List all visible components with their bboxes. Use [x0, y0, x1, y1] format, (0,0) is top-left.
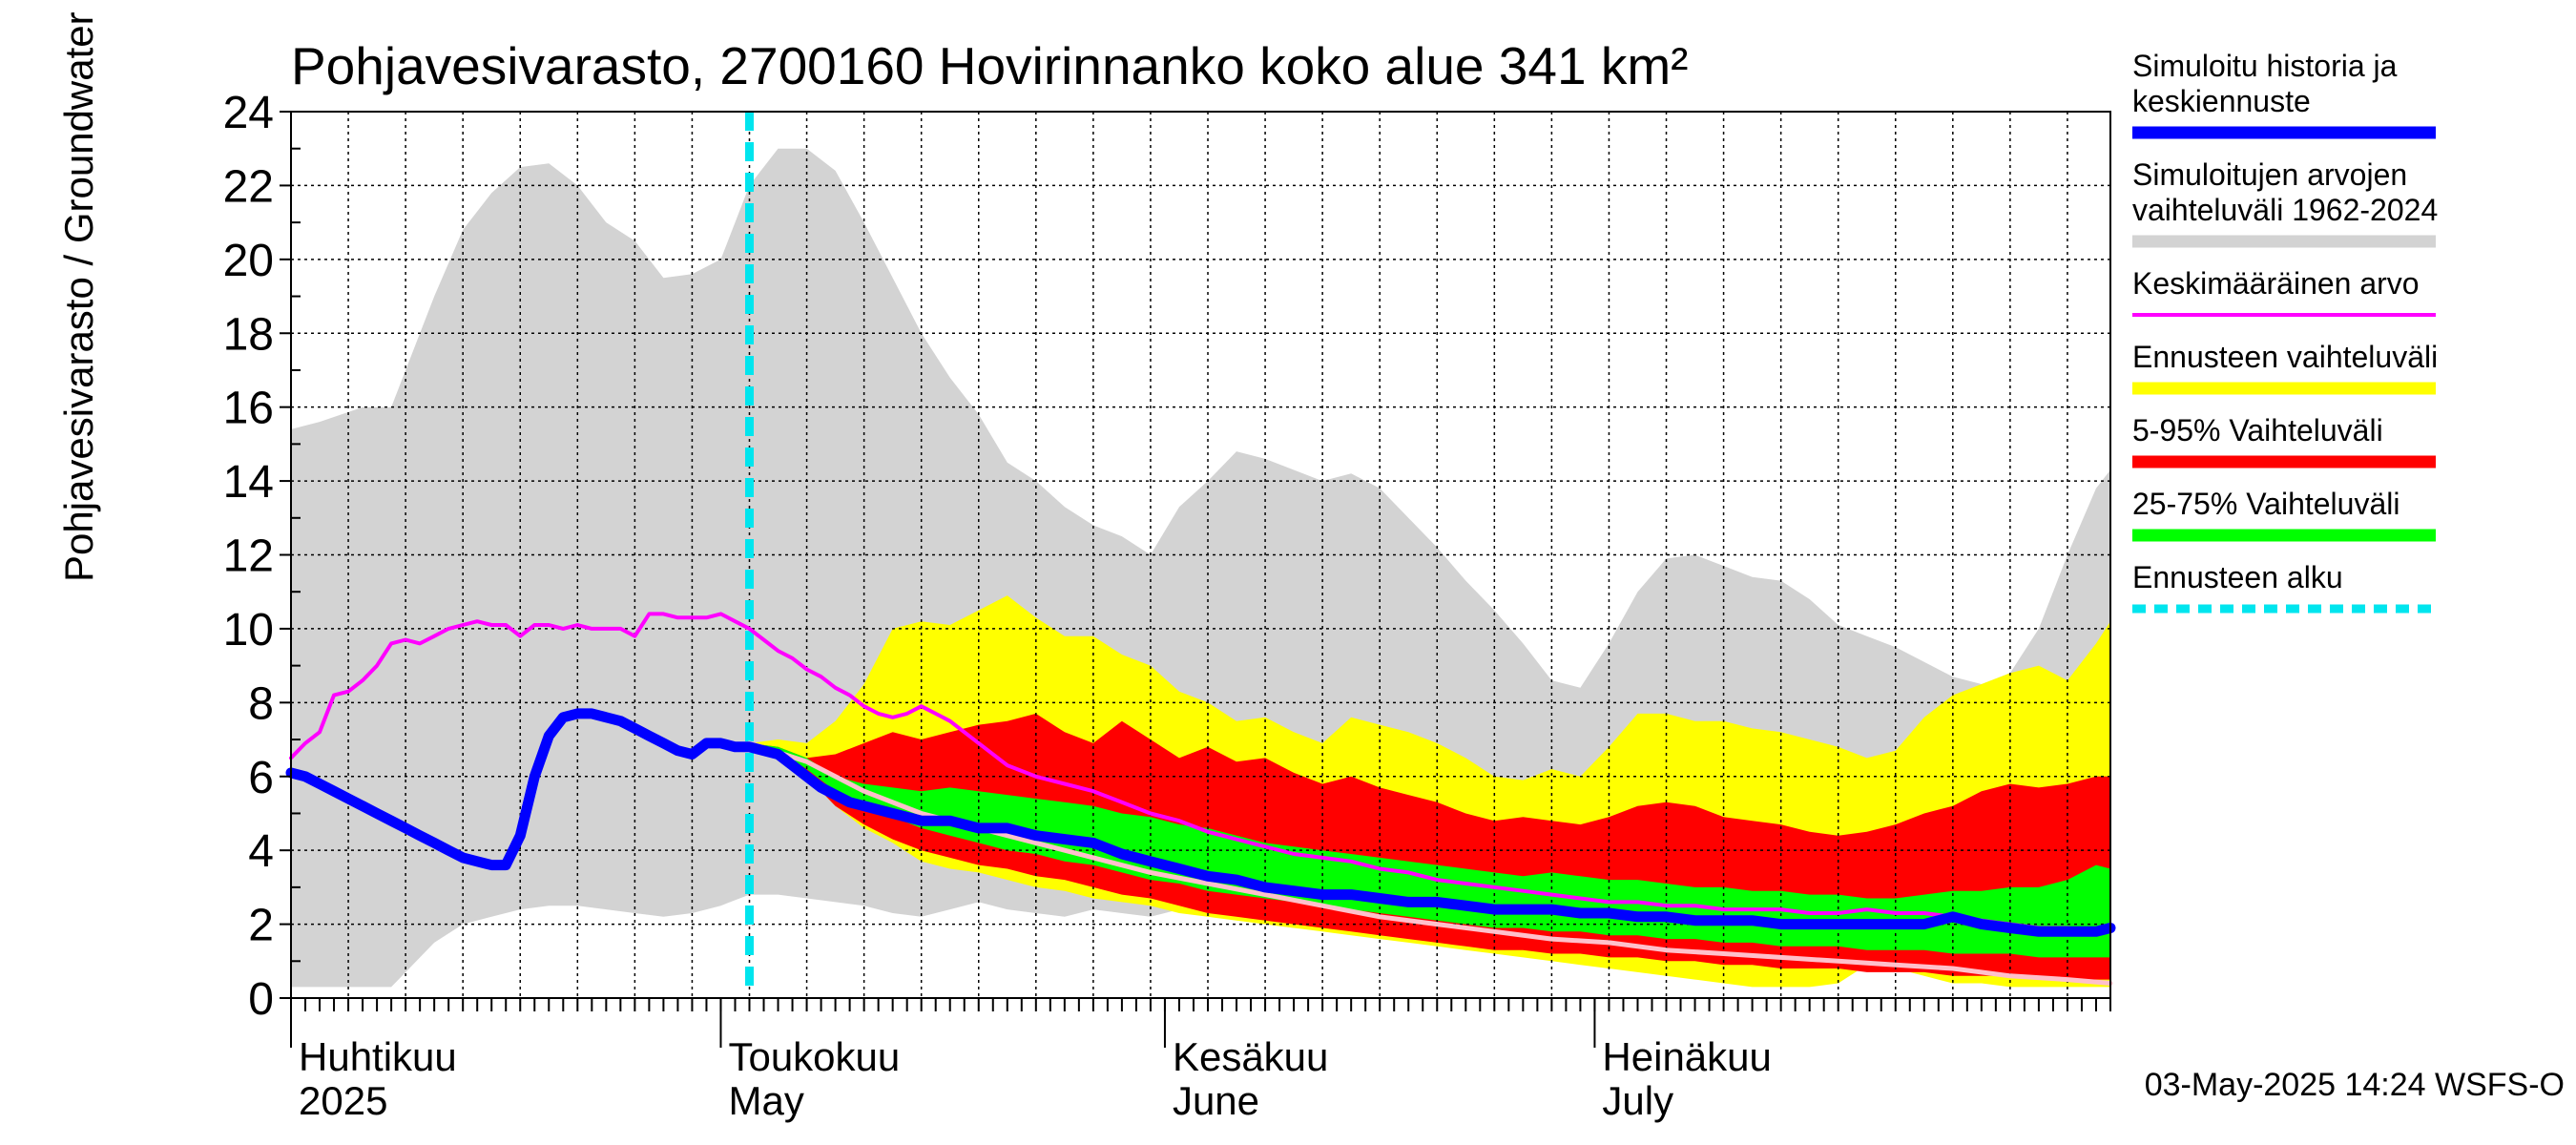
series-lines: [285, 112, 2116, 998]
y-axis-label: Pohjavesivarasto / Groundwater storage m…: [56, 0, 101, 582]
y-tick-label: 18: [223, 309, 274, 360]
y-tick-label: 20: [223, 236, 274, 286]
legend-label: keskiennuste: [2132, 84, 2311, 118]
month-label-en: 2025: [299, 1078, 387, 1123]
line-simuloitu-historia-ja-keskiennuste: [285, 708, 2116, 937]
month-label-fi: Toukokuu: [728, 1034, 900, 1079]
y-tick-label: 0: [248, 974, 274, 1025]
legend-label: Simuloitu historia ja: [2132, 49, 2398, 83]
y-tick-label: 6: [248, 753, 274, 803]
month-label-en: July: [1602, 1078, 1673, 1123]
band-25-75-vaihteluv-li: [749, 742, 2110, 958]
legend-label: Ennusteen alku: [2132, 560, 2343, 594]
month-label-en: June: [1173, 1078, 1259, 1123]
grid-lines: [291, 111, 2110, 999]
line-keskim-r-inen-arvo: [289, 612, 2112, 934]
legend-label: Simuloitujen arvojen: [2132, 157, 2407, 192]
month-label-fi: Heinäkuu: [1602, 1034, 1771, 1079]
legend-item: Ennusteen alku: [2132, 560, 2436, 614]
month-label-en: May: [728, 1078, 803, 1123]
month-label-fi: Kesäkuu: [1173, 1034, 1328, 1079]
y-tick-label: 2: [248, 901, 274, 951]
legend-label: Keskimääräinen arvo: [2132, 266, 2420, 301]
y-tick-label: 16: [223, 384, 274, 434]
legend-item: 25-75% Vaihteluväli: [2132, 487, 2436, 542]
legend-item: 5-95% Vaihteluväli: [2132, 413, 2436, 468]
legend-item: Ennusteen vaihteluväli: [2132, 340, 2438, 395]
range-bands: [291, 148, 2110, 988]
y-tick-label: 12: [223, 531, 274, 582]
axes: 024681012141618202224Huhtikuu2025Toukoku…: [223, 88, 2111, 1123]
y-tick-label: 4: [248, 826, 274, 877]
y-tick-label: 8: [248, 678, 274, 729]
y-tick-label: 10: [223, 605, 274, 656]
y-tick-label: 24: [223, 88, 274, 138]
legend: Simuloitu historia jakeskiennusteSimuloi…: [2132, 49, 2438, 614]
legend-label: 5-95% Vaihteluväli: [2132, 413, 2383, 448]
y-tick-label: 22: [223, 161, 274, 212]
legend-label: 25-75% Vaihteluväli: [2132, 487, 2399, 521]
legend-label: Ennusteen vaihteluväli: [2132, 340, 2438, 374]
chart-title: Pohjavesivarasto, 2700160 Hovirinnanko k…: [291, 36, 1688, 95]
y-tick-label: 14: [223, 457, 274, 508]
legend-label: vaihteluväli 1962-2024: [2132, 193, 2438, 227]
legend-item: Keskimääräinen arvo: [2132, 266, 2436, 317]
month-label-fi: Huhtikuu: [299, 1034, 457, 1079]
timestamp-footer: 03-May-2025 14:24 WSFS-O: [2145, 1067, 2565, 1103]
